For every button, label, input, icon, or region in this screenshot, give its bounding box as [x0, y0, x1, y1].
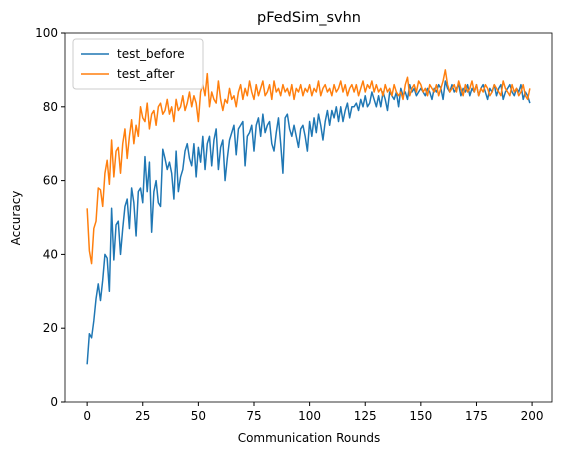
- y-tick-label: 80: [43, 100, 58, 114]
- y-tick-label: 60: [43, 174, 58, 188]
- legend-label: test_after: [117, 67, 175, 81]
- x-tick-label: 25: [135, 409, 150, 423]
- y-tick-label: 40: [43, 247, 58, 261]
- legend-label: test_before: [117, 47, 185, 61]
- line-series: [86, 80, 531, 365]
- y-axis-label: Accuracy: [9, 191, 23, 246]
- x-tick-label: 200: [521, 409, 544, 423]
- x-tick-label: 150: [409, 409, 432, 423]
- y-tick-label: 0: [50, 395, 58, 409]
- x-tick-label: 75: [246, 409, 261, 423]
- line-series: [86, 69, 531, 265]
- y-tick-label: 100: [35, 26, 58, 40]
- x-tick-label: 50: [191, 409, 206, 423]
- x-axis-label: Communication Rounds: [238, 431, 381, 445]
- legend: test_before test_after: [72, 38, 204, 90]
- x-tick-label: 0: [83, 409, 91, 423]
- x-tick-label: 175: [465, 409, 488, 423]
- x-tick-label: 100: [298, 409, 321, 423]
- legend-box: [72, 38, 204, 90]
- chart-title: pFedSim_svhn: [257, 10, 361, 26]
- y-tick-label: 20: [43, 321, 58, 335]
- plot-frame: [64, 32, 553, 403]
- x-tick-label: 125: [354, 409, 377, 423]
